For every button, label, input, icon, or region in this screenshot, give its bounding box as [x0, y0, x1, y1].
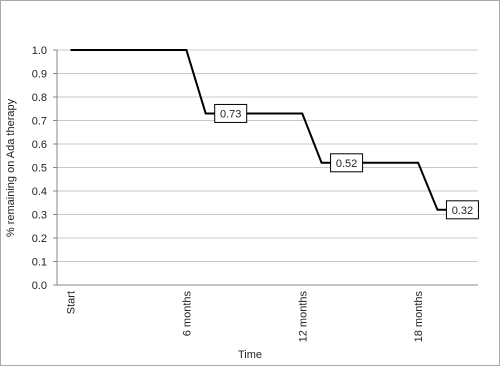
x-tick-label: Start [66, 291, 78, 314]
y-tick-label: 0.9 [32, 69, 47, 81]
data-label: 0.52 [336, 158, 357, 170]
x-tick-label: 18 months [413, 291, 425, 343]
data-label: 0.73 [220, 108, 241, 120]
y-tick-label: 0.3 [32, 210, 47, 222]
data-label-box [214, 103, 248, 123]
data-line [70, 49, 478, 211]
y-tick-label: 0.5 [32, 163, 47, 175]
y-tick-label: 0.0 [32, 280, 47, 292]
y-tick-label: 0.2 [32, 233, 47, 245]
data-label-box [445, 200, 479, 220]
y-tick-label: 0.4 [32, 186, 47, 198]
y-tick-label: 0.8 [32, 92, 47, 104]
data-label: 0.32 [452, 205, 473, 217]
y-tick-label: 0.6 [32, 139, 47, 151]
data-label-box [330, 153, 364, 173]
y-tick-label: 0.7 [32, 116, 47, 128]
x-axis-label: Time [238, 349, 262, 361]
x-tick-label: 6 months [181, 291, 193, 337]
y-axis-label: % remaining on Ada therapy [5, 98, 17, 237]
y-tick-label: 0.1 [32, 257, 47, 269]
y-tick-label: 1.0 [32, 45, 47, 57]
x-tick-label: 12 months [297, 291, 309, 343]
